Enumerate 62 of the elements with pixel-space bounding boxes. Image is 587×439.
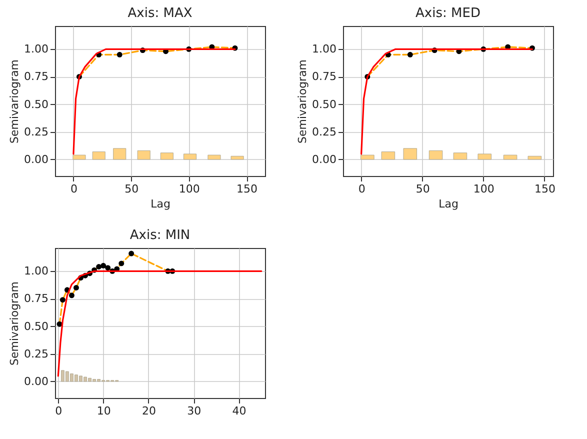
- point: [96, 264, 102, 270]
- x-tick-label: 20: [142, 404, 156, 418]
- point: [68, 292, 74, 298]
- bar: [160, 152, 174, 160]
- x-tick-label: 50: [416, 182, 430, 196]
- y-tick-label: 1.00: [24, 42, 48, 56]
- x-tick-label: 150: [236, 182, 258, 196]
- x-tick-label: 30: [187, 404, 202, 418]
- y-tick-label: 1.00: [24, 264, 48, 278]
- x-tick-label: 40: [232, 404, 246, 418]
- chart-title: Axis: MIN: [130, 228, 190, 243]
- point: [60, 297, 66, 303]
- y-tick-label: 1.00: [312, 42, 336, 56]
- bar: [428, 150, 443, 160]
- x-tick-label: 0: [70, 182, 78, 196]
- y-tick-label: 0.75: [24, 70, 48, 84]
- bar: [92, 151, 106, 160]
- x-tick-label: 150: [534, 182, 556, 196]
- y-tick-label: 0.25: [24, 125, 48, 138]
- bar: [453, 152, 468, 160]
- bar: [183, 154, 197, 160]
- x-tick-label: 0: [55, 404, 62, 418]
- bar: [503, 154, 518, 160]
- y-tick-label: 0.25: [312, 125, 336, 138]
- x-tick-label: 100: [473, 182, 494, 196]
- bar: [72, 154, 86, 160]
- bar: [478, 154, 492, 160]
- bar: [381, 151, 396, 160]
- x-tick-label: 100: [178, 182, 200, 196]
- chart-title: Axis: MED: [416, 6, 480, 21]
- point: [128, 250, 134, 256]
- y-tick-label: 0.75: [312, 70, 336, 84]
- bar: [113, 148, 126, 160]
- bar: [528, 156, 542, 160]
- bar: [360, 154, 374, 160]
- bar: [208, 154, 221, 160]
- point: [105, 265, 111, 271]
- point: [116, 52, 122, 58]
- bar: [230, 156, 244, 160]
- y-axis-title: Semivariogram: [296, 59, 310, 144]
- y-tick-label: 0.50: [24, 320, 48, 333]
- point: [118, 260, 124, 266]
- y-axis-title: Semivariogram: [8, 281, 22, 366]
- y-tick-label: 0.00: [312, 152, 336, 166]
- x-tick-label: 10: [96, 404, 111, 418]
- point: [100, 262, 106, 268]
- bar: [137, 150, 150, 160]
- y-tick-label: 0.50: [24, 98, 48, 111]
- point: [73, 284, 79, 290]
- y-tick-label: 0.75: [24, 292, 48, 306]
- y-tick-label: 0.50: [312, 98, 336, 111]
- bar: [403, 148, 418, 160]
- y-axis-title: Semivariogram: [8, 59, 22, 144]
- y-tick-label: 0.00: [24, 374, 48, 388]
- x-tick-label: 50: [124, 182, 139, 196]
- y-tick-label: 0.25: [24, 347, 48, 360]
- chart-title: Axis: MAX: [128, 6, 192, 21]
- x-axis-title: Lag: [438, 198, 458, 210]
- x-axis-title: Lag: [150, 198, 170, 210]
- point: [407, 52, 413, 58]
- x-tick-label: 0: [358, 182, 366, 196]
- y-tick-label: 0.00: [24, 152, 48, 166]
